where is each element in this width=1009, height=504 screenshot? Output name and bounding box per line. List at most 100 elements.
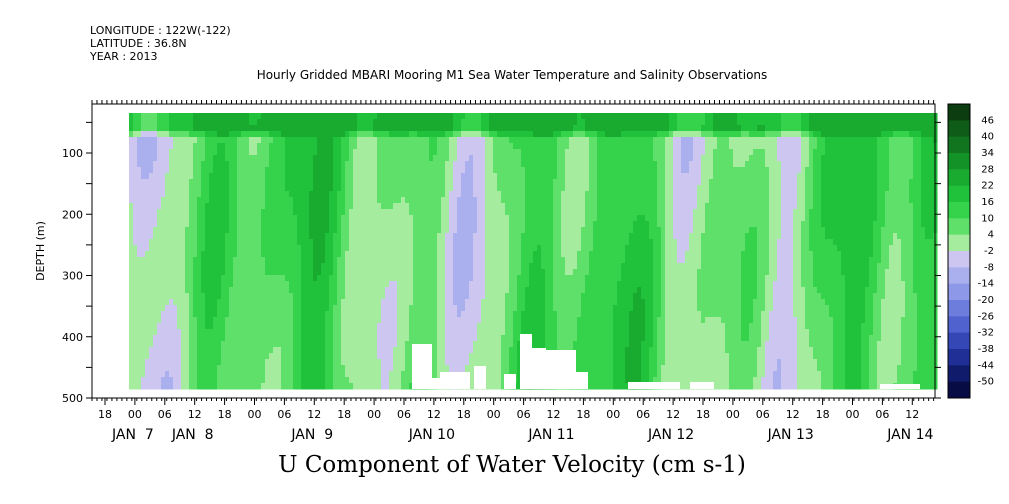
heat-cell-3964 [473,161,478,168]
heat-cell-556 [177,137,182,144]
heat-cell-3619 [441,299,446,306]
heat-cell-1917 [293,299,298,306]
heat-cell-995 [213,287,218,294]
heat-cell-710 [189,233,194,240]
heat-cell-1427 [253,119,258,126]
heat-cell-3624 [441,329,446,336]
heat-cell-2710 [361,365,366,372]
heat-cell-1942 [297,173,302,180]
heat-cell-4117 [485,251,490,258]
heat-cell-4427 [513,179,518,186]
heat-cell-232 [149,125,154,132]
heat-cell-3043 [393,155,398,162]
heat-cell-2403 [337,179,342,186]
heat-cell-4186 [493,113,498,120]
heat-cell-4214 [493,281,498,288]
heat-cell-4061 [481,191,486,198]
heat-cell-234 [149,137,154,144]
heat-cell-2968 [385,257,390,264]
heat-cell-3295 [413,287,418,294]
heat-cell-2965 [385,239,390,246]
heat-cell-2989 [385,383,390,390]
heat-cell-4662 [533,209,538,216]
heat-cell-1273 [237,299,242,306]
heat-cell-1483 [257,179,262,186]
heat-cell-4341 [505,215,510,222]
heat-cell-2273 [325,227,330,234]
heat-cell-4410 [509,353,514,360]
heat-cell-1906 [293,233,298,240]
heat-cell-1798 [285,137,290,144]
heat-cell-1358 [245,257,250,264]
heat-cell-76 [133,293,138,300]
heat-cell-349 [157,275,162,282]
heat-cell-914 [205,353,210,360]
heat-cell-3975 [473,227,478,234]
heat-cell-4439 [513,251,518,258]
heat-cell-3565 [437,251,442,258]
heat-cell-1783 [281,323,286,330]
heat-cell-43 [129,371,134,378]
heat-cell-1829 [285,323,290,330]
heat-cell-4422 [513,149,518,156]
heat-cell-3285 [413,227,418,234]
heat-cell-1482 [257,173,262,180]
heat-cell-1664 [273,161,278,168]
heat-cell-1214 [233,221,238,228]
heat-cell-4723 [537,299,542,306]
heat-cell-1523 [261,143,266,150]
heat-cell-3650 [445,209,450,216]
heat-cell-586 [177,317,182,324]
heat-cell-2804 [369,377,374,384]
heat-cell-1202 [233,149,238,156]
heat-cell-4517 [521,167,526,174]
heat-cell-2280 [325,269,330,276]
heat-cell-4905 [553,287,558,294]
heat-cell-296 [153,233,158,240]
heat-cell-4446 [513,293,518,300]
heat-cell-334 [157,185,162,192]
heat-cell-4175 [489,323,494,330]
heat-cell-2494 [345,173,350,180]
heat-cell-2460 [341,245,346,252]
heat-cell-3104 [397,245,402,252]
heat-cell-4820 [545,329,550,336]
heat-cell-2535 [349,143,354,150]
heat-cell-3370 [421,185,426,192]
heat-cell-3166 [401,341,406,348]
heat-cell-3828 [461,173,466,180]
heat-cell-1940 [297,161,302,168]
heat-cell-4544 [521,329,526,336]
heat-cell-1165 [229,203,234,210]
heat-cell-3510 [433,197,438,204]
heat-cell-360 [157,341,162,348]
heat-cell-1632 [269,245,274,252]
heat-cell-644 [185,113,190,120]
heat-cell-728 [189,341,194,348]
heat-cell-1626 [269,209,274,216]
heat-cell-895 [205,239,210,246]
heat-cell-4158 [489,221,494,228]
heat-cell-3857 [461,347,466,354]
heat-cell-2949 [385,143,390,150]
heat-cell-4 [129,137,134,144]
heat-cell-1600 [265,329,270,336]
heat-cell-3179 [405,143,410,150]
heat-cell-3878 [465,197,470,204]
heat-cell-1543 [261,263,266,270]
heat-cell-3589 [441,119,446,126]
heat-cell-3886 [465,245,470,252]
heat-cell-3735 [453,167,458,174]
heat-cell-4581 [525,275,530,282]
heat-cell-4280 [501,125,506,132]
heat-cell-24 [129,257,134,264]
heat-cell-2290 [325,329,330,336]
heat-cell-1415 [249,323,254,330]
heat-cell-2905 [381,155,386,162]
heat-cell-1449 [253,251,258,258]
heat-cell-497 [169,335,174,342]
heat-cell-3547 [437,143,442,150]
heat-cell-835 [201,155,206,162]
heat-cell-2768 [369,161,374,168]
heat-cell-1426 [253,113,258,120]
